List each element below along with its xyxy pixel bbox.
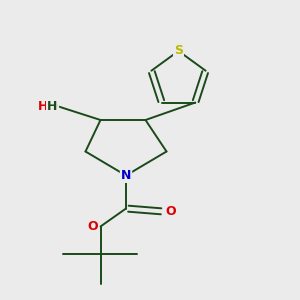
Text: HO: HO: [38, 100, 58, 113]
Text: O: O: [88, 220, 98, 233]
Text: H: H: [46, 100, 57, 113]
Text: O: O: [166, 205, 176, 218]
Text: S: S: [174, 44, 183, 58]
Text: N: N: [121, 169, 131, 182]
